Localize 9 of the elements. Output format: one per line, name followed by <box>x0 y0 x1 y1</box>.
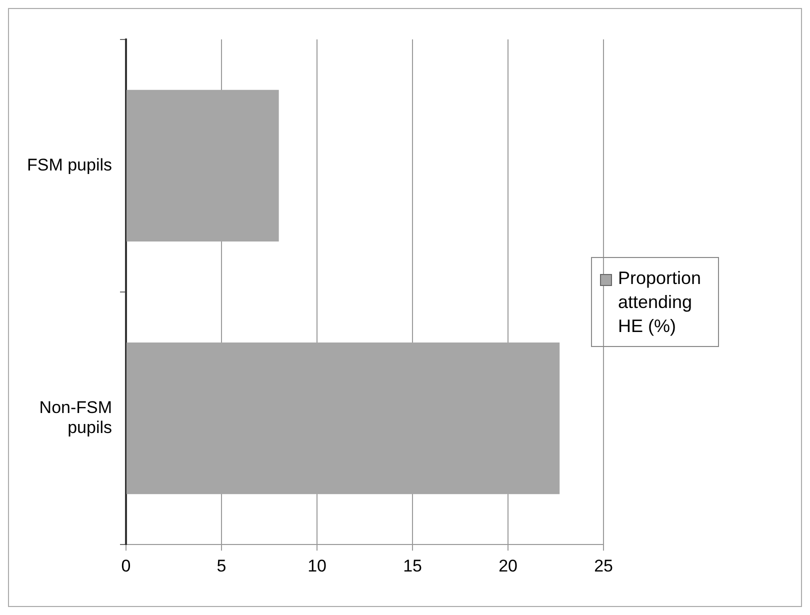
x-tick-label: 10 <box>308 556 326 576</box>
y-tick-label: FSM pupils <box>26 155 112 174</box>
x-tick-label: 15 <box>403 556 422 576</box>
x-tick-label: 5 <box>216 556 226 576</box>
x-tick-label: 0 <box>121 556 131 576</box>
y-tick-label: Non-FSM pupils <box>39 398 112 438</box>
legend-label: Proportion attending HE (%) <box>618 267 702 338</box>
x-tick-label: 20 <box>498 556 518 576</box>
x-tick-label: 25 <box>594 556 614 576</box>
